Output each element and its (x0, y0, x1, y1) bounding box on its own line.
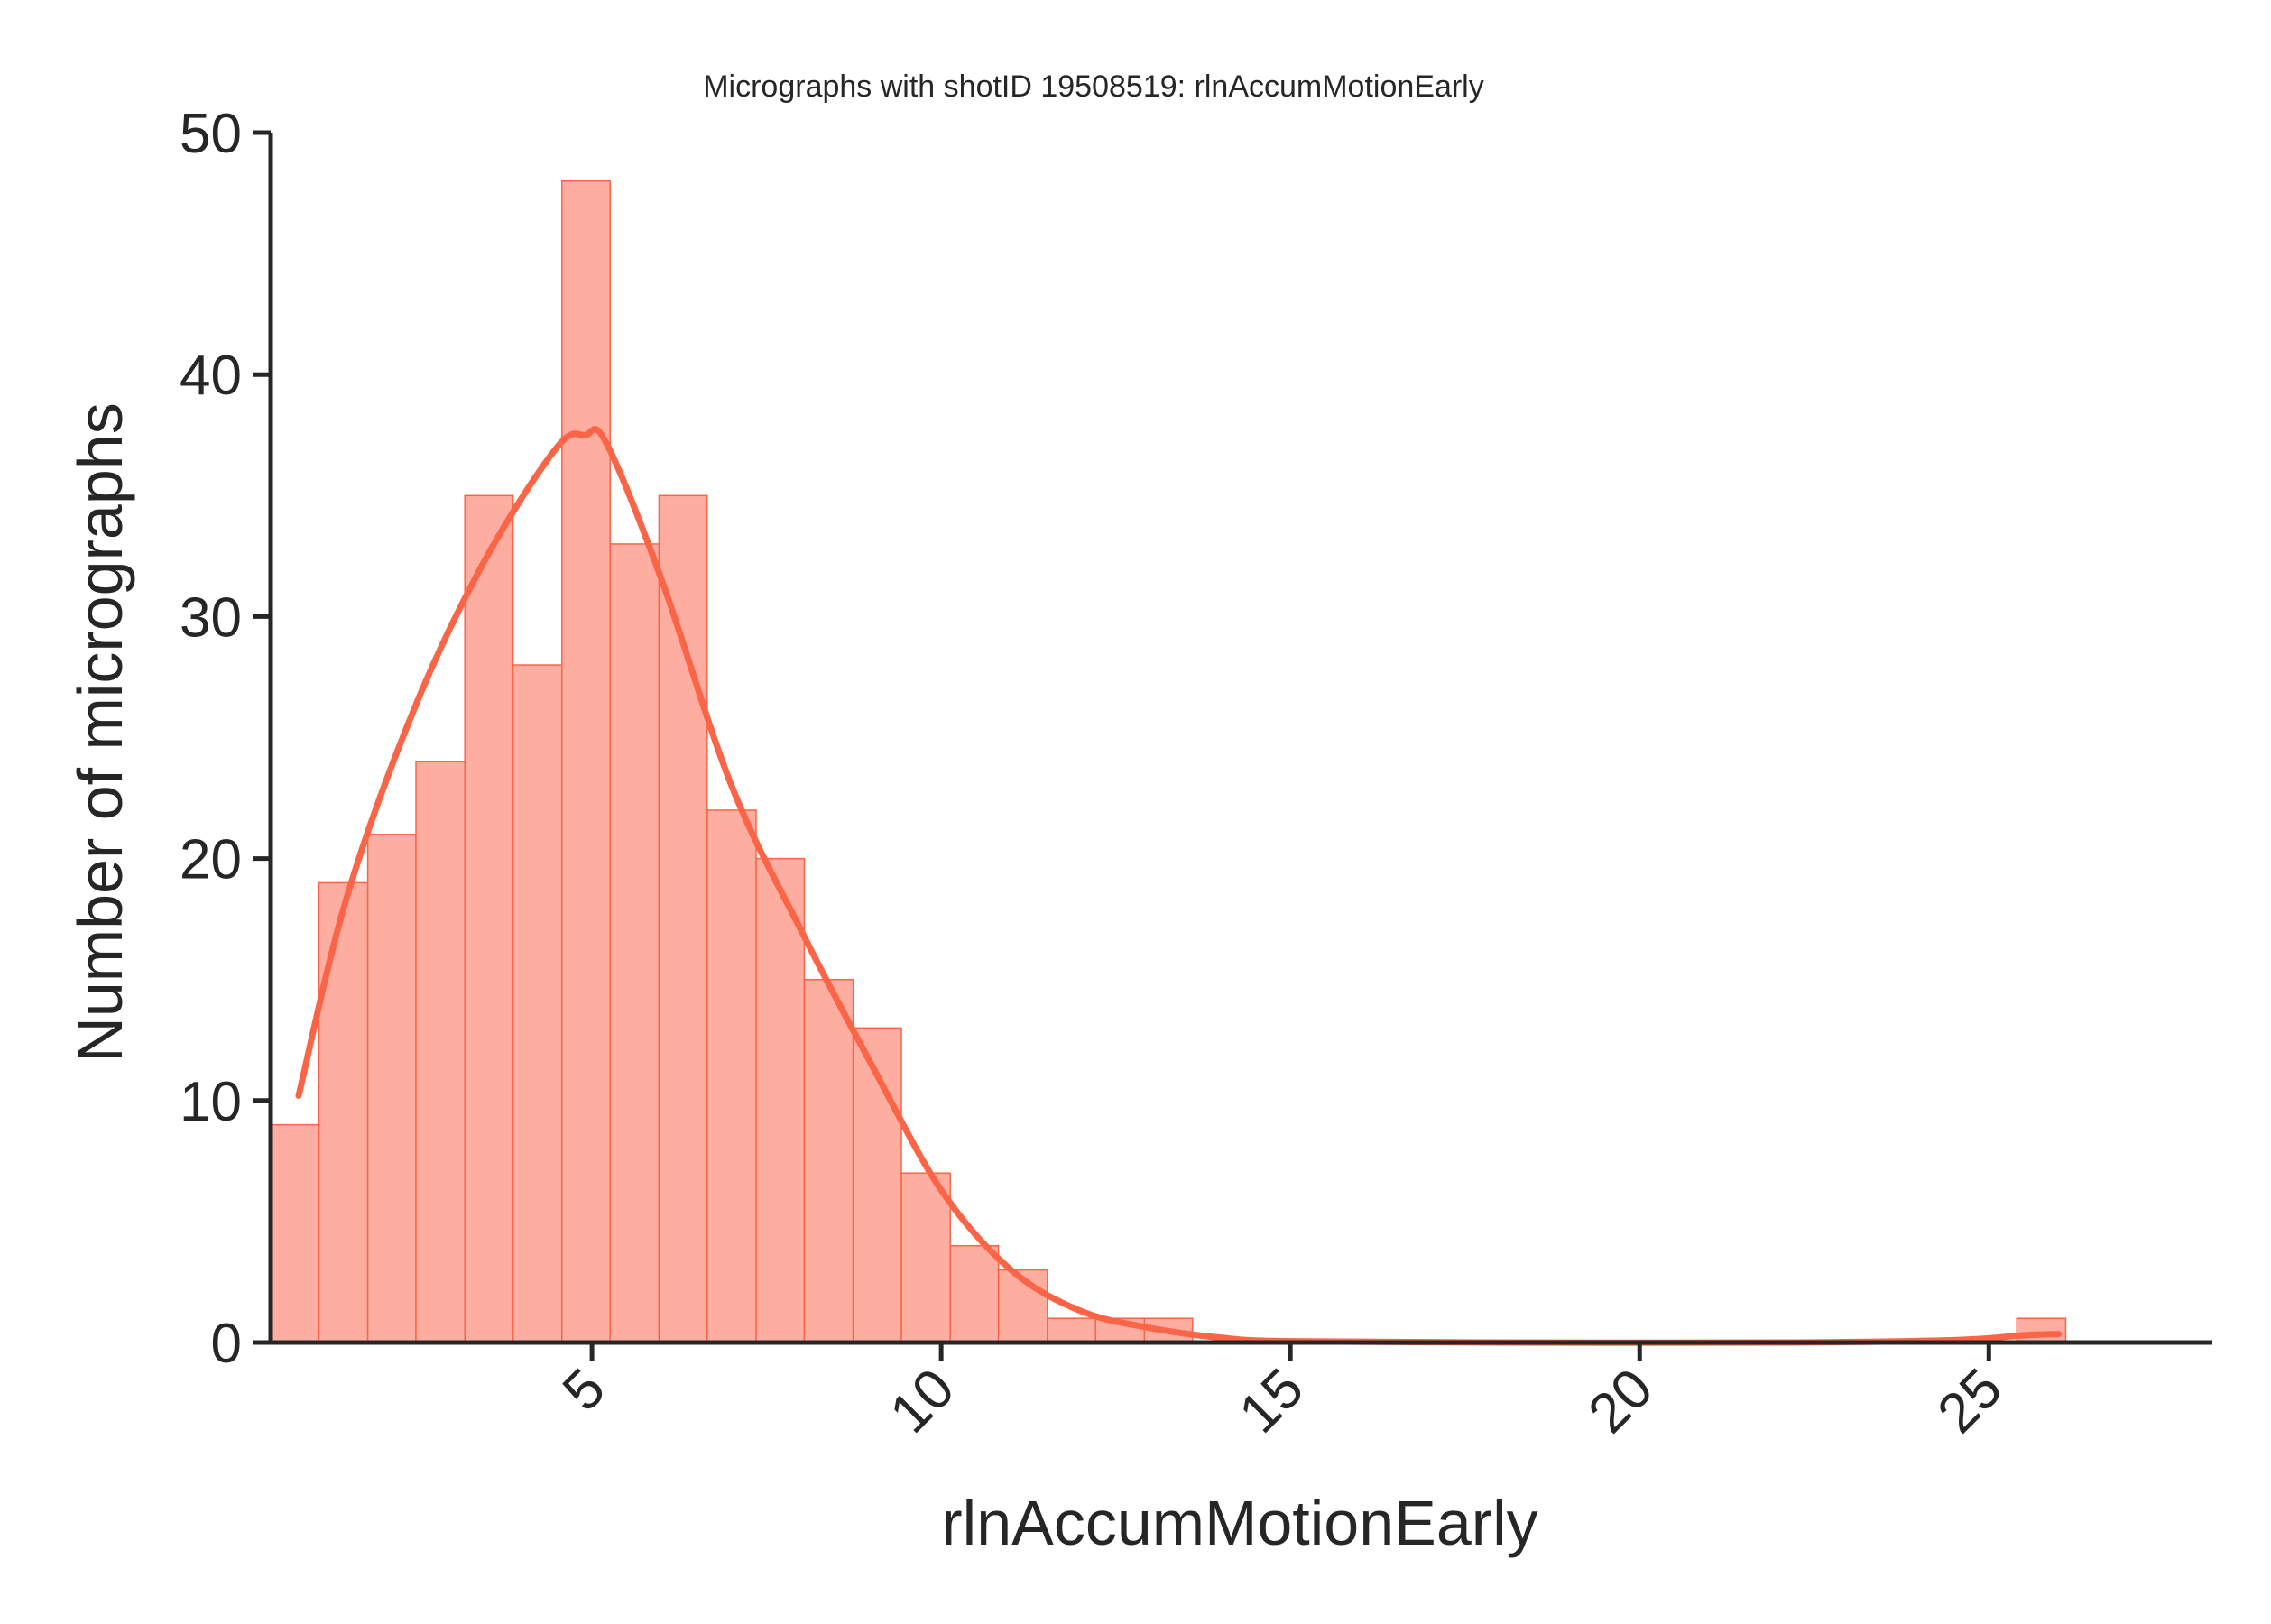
y-tick-label: 10 (180, 1071, 242, 1133)
histogram-bar (2016, 1317, 2067, 1343)
bars-group (270, 180, 2067, 1343)
histogram-bar (658, 494, 708, 1343)
histogram-bar (609, 543, 660, 1343)
histogram-bar (415, 761, 466, 1343)
x-tick-label: 5 (551, 1357, 617, 1423)
y-tick-label: 0 (211, 1313, 242, 1375)
histogram-bar (706, 809, 757, 1343)
x-tick-label: 20 (1577, 1357, 1666, 1445)
histogram-bar (318, 881, 369, 1343)
histogram-bar (464, 494, 514, 1343)
histogram-bar (512, 664, 563, 1343)
histogram-bar (561, 180, 611, 1343)
histogram-bar (803, 978, 854, 1343)
y-tick-label: 50 (180, 103, 242, 165)
y-tick-label: 30 (180, 586, 242, 649)
x-tick-label: 15 (1228, 1357, 1316, 1445)
y-tick-label: 20 (180, 829, 242, 891)
histogram-bar (949, 1244, 1000, 1343)
histogram-bar (900, 1172, 951, 1343)
x-tick-label: 25 (1926, 1357, 2015, 1445)
histogram-bar (755, 857, 806, 1343)
x-axis-label: rlnAccumMotionEarly (941, 1488, 1537, 1558)
y-tick-label: 40 (180, 345, 242, 407)
histogram-bar (1047, 1317, 1096, 1343)
chart-title: Micrographs with shotID 19508519: rlnAcc… (703, 69, 1484, 104)
histogram-bar (270, 1123, 320, 1343)
x-tick-label: 10 (878, 1357, 966, 1445)
histogram-bar (366, 834, 417, 1343)
y-axis-label: Number of micrographs (65, 402, 135, 1062)
